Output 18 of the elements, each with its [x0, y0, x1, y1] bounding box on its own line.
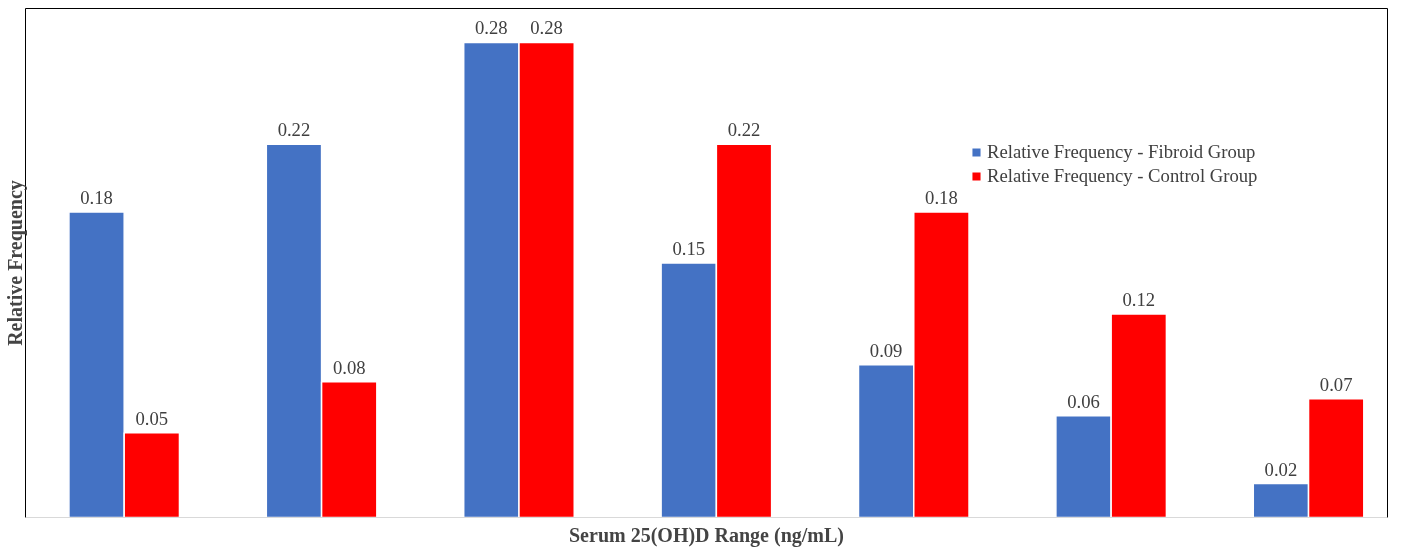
data-label: 0.15 — [672, 238, 706, 259]
data-label: 0.22 — [277, 119, 311, 141]
data-label: 0.02 — [1264, 458, 1298, 480]
legend-label: Relative Frequency - Fibroid Group — [987, 141, 1256, 163]
data-label: 0.07 — [1319, 373, 1353, 395]
data-label: 0.06 — [1067, 390, 1100, 412]
legend-label: Relative Frequency - Control Group — [987, 165, 1258, 187]
data-label: 0.28 — [475, 17, 508, 39]
data-label: 0.05 — [135, 407, 169, 429]
data-label: 0.18 — [925, 187, 958, 209]
data-label: 0.22 — [727, 119, 761, 141]
x-axis-title: Serum 25(OH)D Range (ng/mL) — [569, 523, 844, 547]
data-label: 0.18 — [80, 187, 113, 209]
data-label: 0.28 — [530, 17, 563, 39]
data-label: 0.09 — [869, 339, 903, 361]
data-label: 0.12 — [1122, 288, 1156, 310]
y-axis-title: Relative Frequency — [3, 180, 27, 346]
data-label: 0.08 — [332, 356, 366, 378]
